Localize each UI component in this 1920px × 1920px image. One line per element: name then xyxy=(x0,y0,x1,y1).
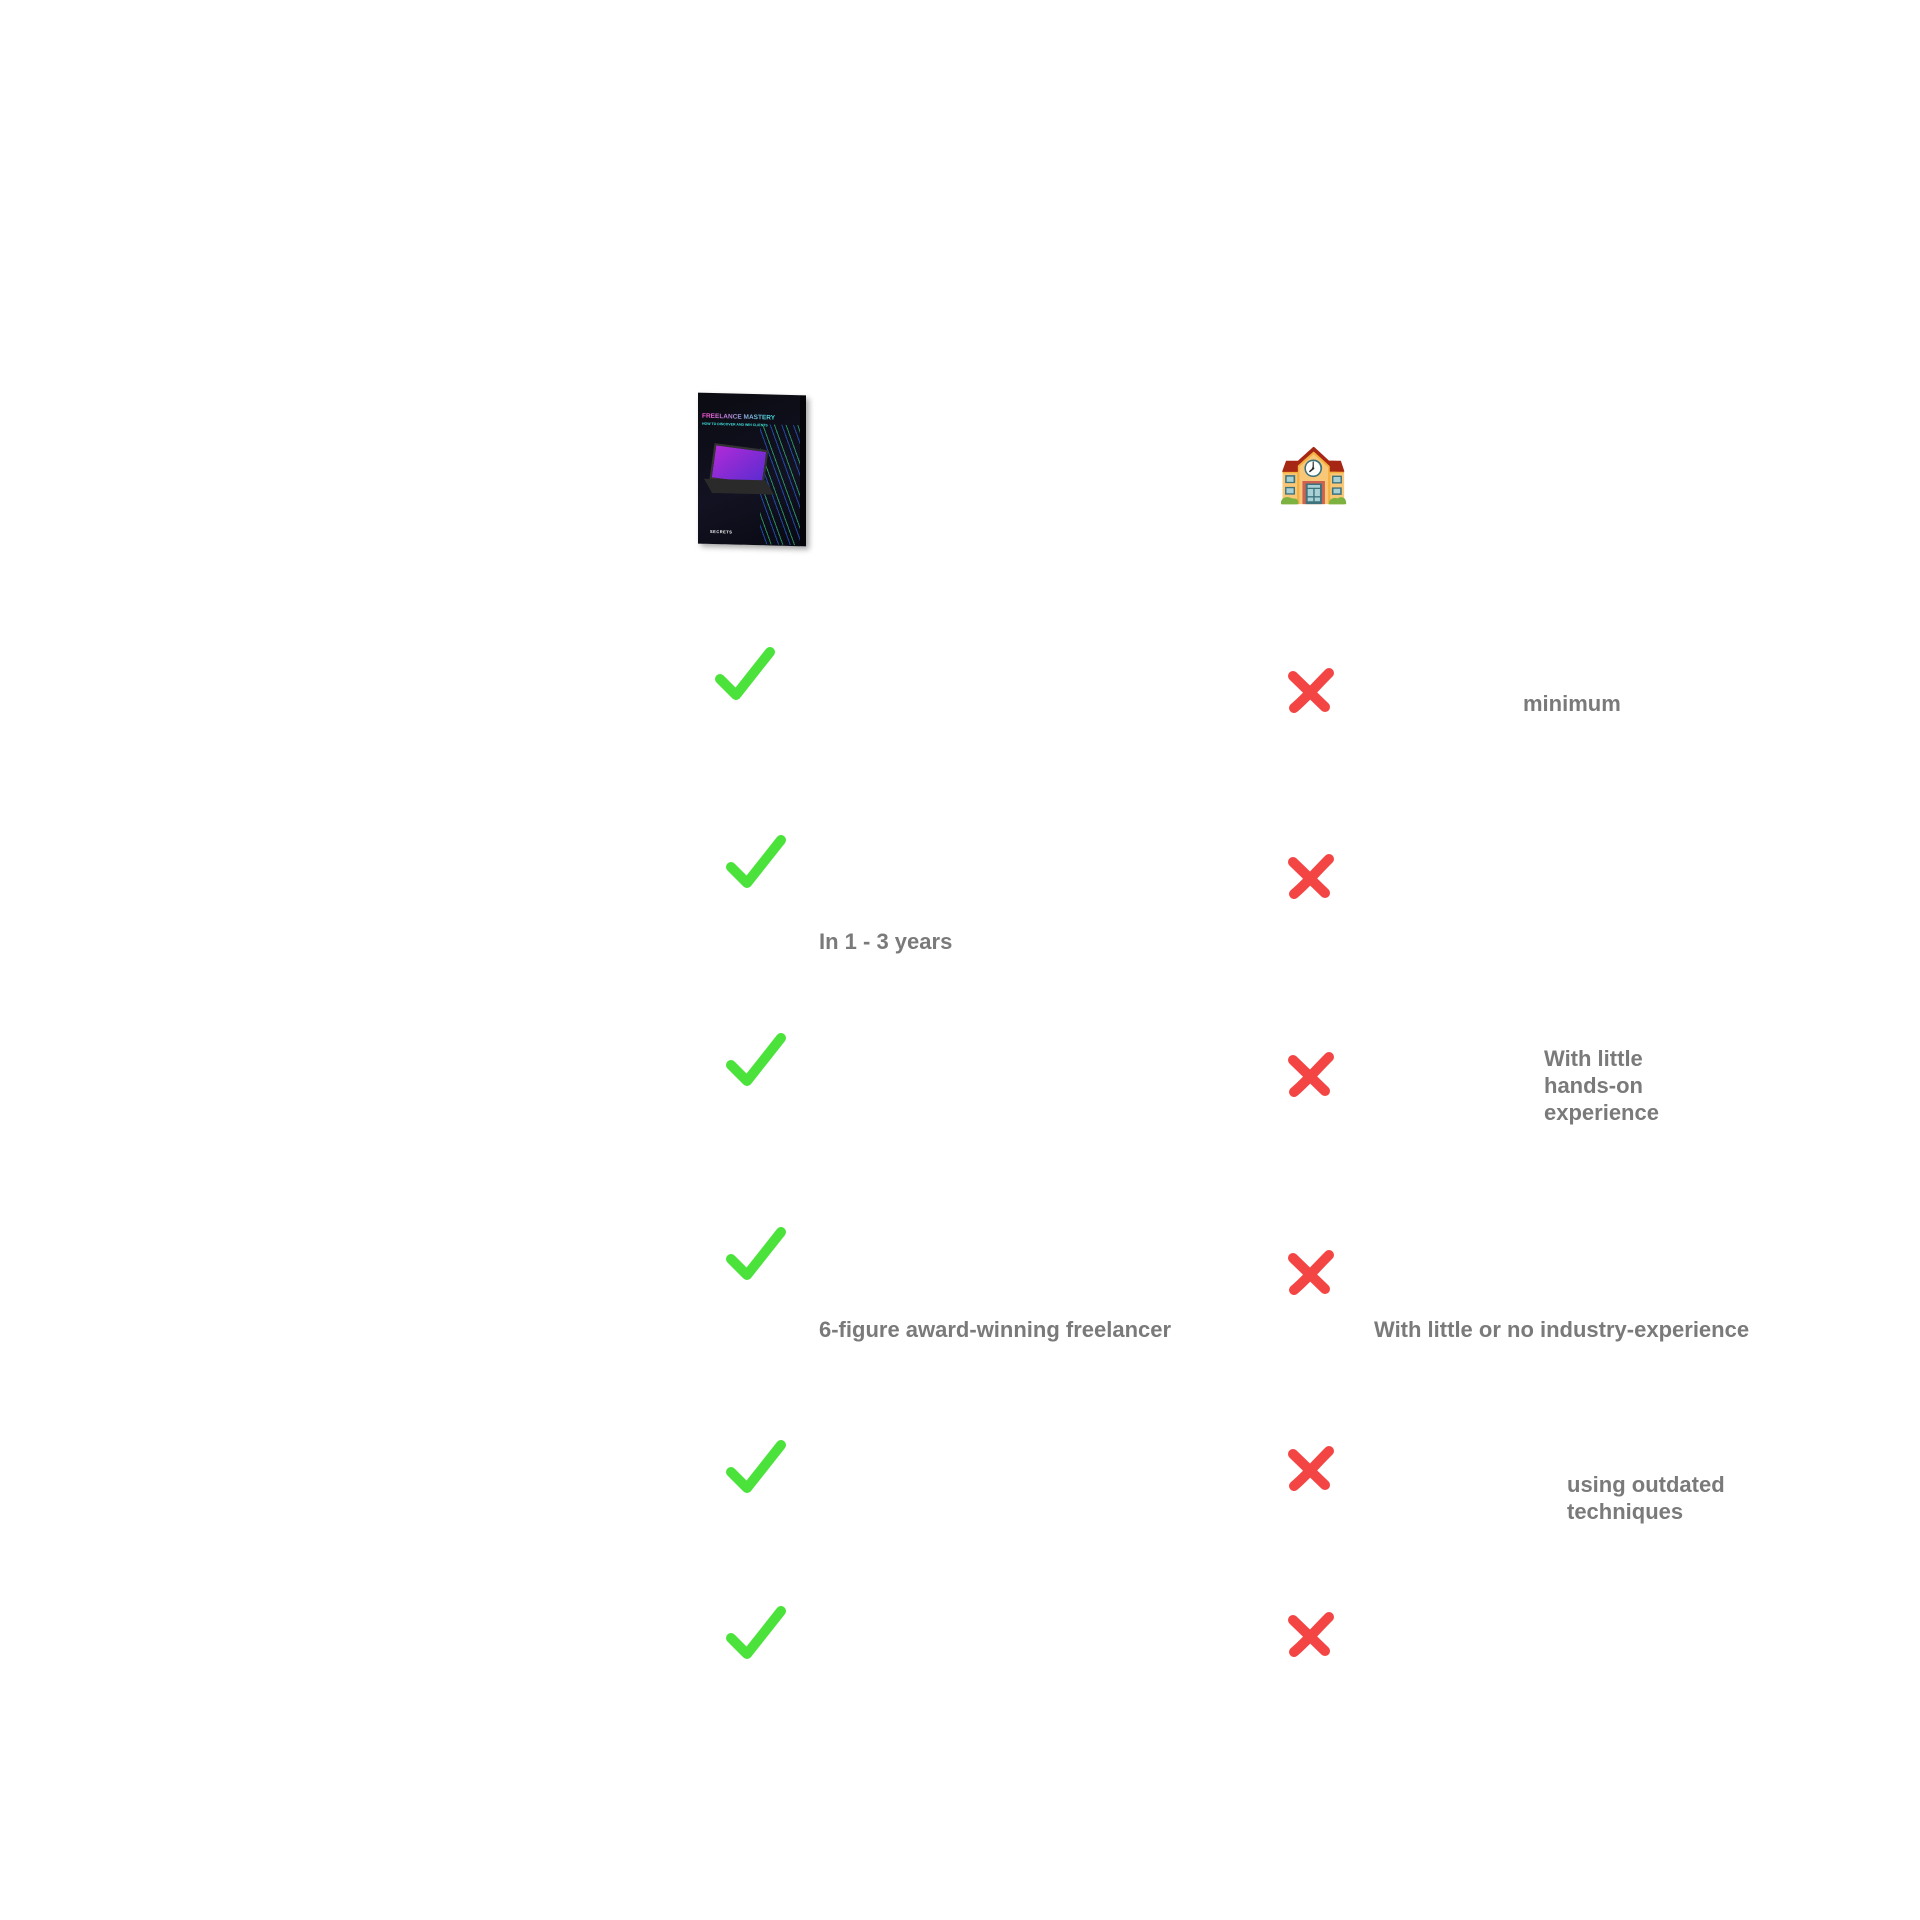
check-icon xyxy=(714,645,776,703)
cross-icon xyxy=(1285,1051,1335,1099)
row-2-left-text: In 1 - 3 years xyxy=(819,929,953,954)
check-icon xyxy=(725,1438,787,1496)
text-line: hands-on xyxy=(1544,1073,1643,1098)
cross-icon xyxy=(1285,1445,1335,1493)
check-icon xyxy=(725,833,787,891)
cross-icon xyxy=(1285,667,1335,715)
row-4-left-text: 6-figure award-winning freelancer xyxy=(819,1317,1172,1342)
school-icon: 🏫 xyxy=(1277,440,1350,505)
check-icon xyxy=(725,1031,787,1089)
laptop-base xyxy=(703,478,775,495)
text-line: experience xyxy=(1544,1100,1659,1125)
row-4-right-text: With little or no industry-experience xyxy=(1374,1317,1750,1342)
check-icon xyxy=(725,1225,787,1283)
product-footer: SECRETS xyxy=(710,528,733,535)
row-1-right-text: minimum xyxy=(1523,691,1621,716)
check-icon xyxy=(725,1604,787,1662)
row-3-right-text: With little hands-on experience xyxy=(1544,1045,1659,1126)
cross-icon xyxy=(1285,1611,1335,1659)
cross-icon xyxy=(1285,853,1335,901)
cross-icon xyxy=(1285,1249,1335,1297)
text-line: using outdated xyxy=(1567,1472,1725,1497)
product-box-image: FREELANCE MASTERY HOW TO DISCOVER AND WI… xyxy=(698,392,806,547)
row-5-right-text: using outdated techniques xyxy=(1567,1471,1725,1525)
product-subtitle: HOW TO DISCOVER AND WIN CLIENTS xyxy=(702,421,768,428)
text-line: techniques xyxy=(1567,1499,1684,1524)
product-title: FREELANCE MASTERY xyxy=(702,412,776,422)
text-line: With little xyxy=(1544,1046,1643,1071)
